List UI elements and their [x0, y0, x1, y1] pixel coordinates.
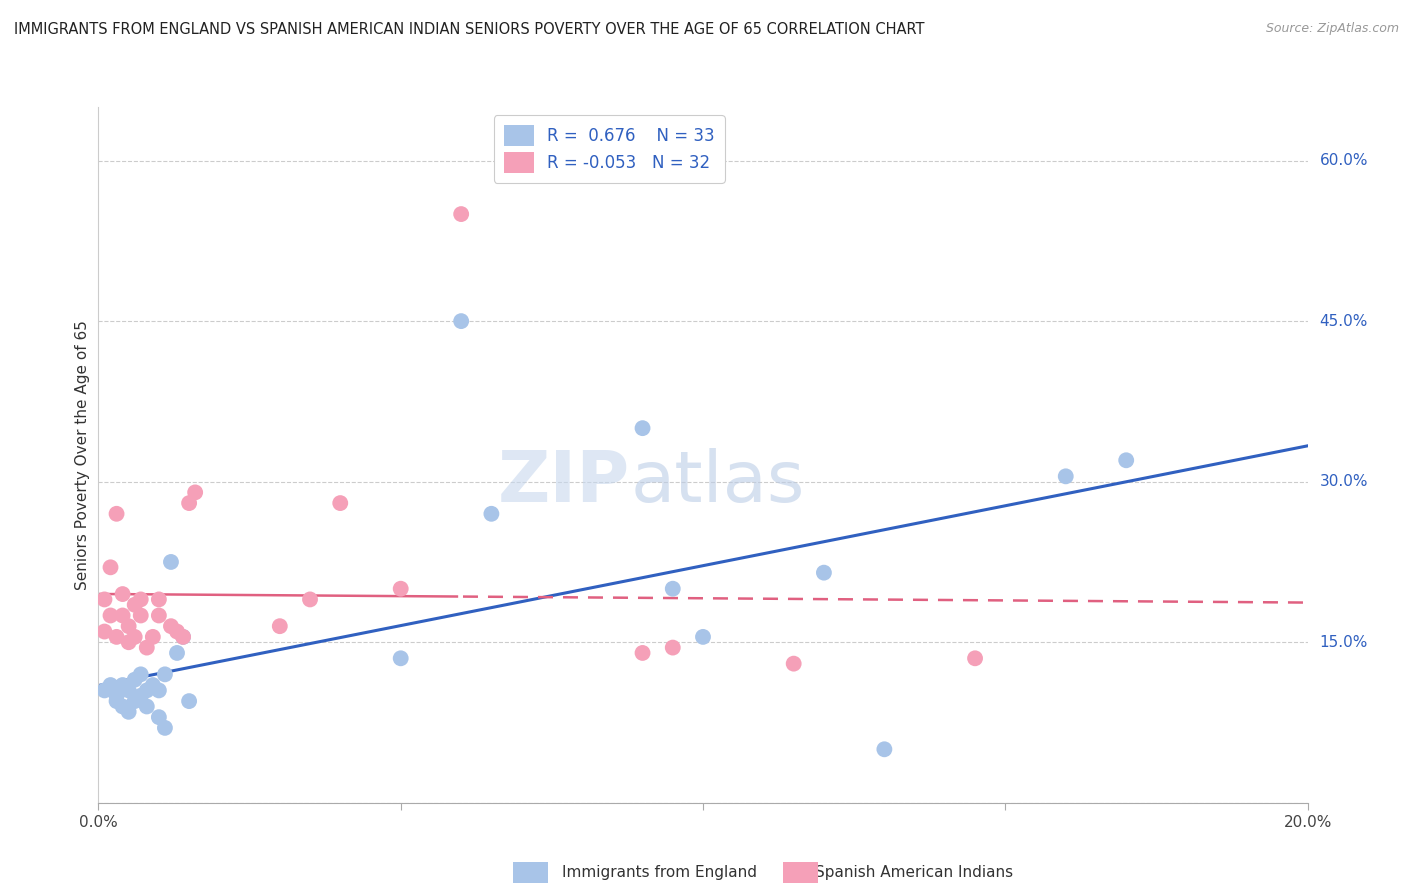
- Point: [177, 694, 201, 708]
- Point: [166, 624, 188, 639]
- Point: [135, 683, 157, 698]
- Point: [661, 582, 683, 596]
- Y-axis label: Seniors Poverty Over the Age of 65: Seniors Poverty Over the Age of 65: [75, 320, 90, 590]
- Point: [124, 694, 146, 708]
- Point: [100, 608, 122, 623]
- Point: [148, 608, 170, 623]
- Point: [1115, 453, 1137, 467]
- Point: [129, 608, 152, 623]
- Point: [129, 689, 152, 703]
- Point: [142, 630, 165, 644]
- Point: [105, 694, 128, 708]
- Point: [148, 683, 170, 698]
- Point: [135, 699, 157, 714]
- Point: [124, 630, 146, 644]
- Point: [111, 699, 134, 714]
- Point: [481, 507, 503, 521]
- Text: IMMIGRANTS FROM ENGLAND VS SPANISH AMERICAN INDIAN SENIORS POVERTY OVER THE AGE : IMMIGRANTS FROM ENGLAND VS SPANISH AMERI…: [14, 22, 925, 37]
- Point: [111, 587, 134, 601]
- Point: [93, 624, 115, 639]
- Text: Spanish American Indians: Spanish American Indians: [815, 865, 1014, 880]
- Point: [329, 496, 352, 510]
- Point: [160, 555, 183, 569]
- Point: [148, 710, 170, 724]
- Point: [111, 678, 134, 692]
- Point: [124, 598, 146, 612]
- Point: [172, 630, 194, 644]
- Point: [153, 721, 176, 735]
- Point: [105, 507, 128, 521]
- Point: [111, 608, 134, 623]
- Text: 30.0%: 30.0%: [1320, 475, 1368, 489]
- Point: [105, 630, 128, 644]
- Text: 60.0%: 60.0%: [1320, 153, 1368, 168]
- Point: [93, 592, 115, 607]
- Point: [873, 742, 896, 756]
- Text: Source: ZipAtlas.com: Source: ZipAtlas.com: [1265, 22, 1399, 36]
- Text: Immigrants from England: Immigrants from England: [562, 865, 758, 880]
- Point: [160, 619, 183, 633]
- Point: [813, 566, 835, 580]
- Point: [269, 619, 291, 633]
- Point: [299, 592, 322, 607]
- Point: [118, 619, 141, 633]
- Legend: R =  0.676    N = 33, R = -0.053   N = 32: R = 0.676 N = 33, R = -0.053 N = 32: [494, 115, 724, 183]
- Point: [1054, 469, 1077, 483]
- Point: [450, 207, 472, 221]
- Point: [142, 678, 165, 692]
- Point: [100, 560, 122, 574]
- Point: [450, 314, 472, 328]
- Point: [389, 582, 412, 596]
- Point: [124, 673, 146, 687]
- Point: [782, 657, 804, 671]
- Point: [172, 630, 194, 644]
- Point: [389, 651, 412, 665]
- Point: [129, 667, 152, 681]
- Point: [153, 667, 176, 681]
- Point: [118, 683, 141, 698]
- Point: [661, 640, 683, 655]
- Point: [148, 592, 170, 607]
- Text: 45.0%: 45.0%: [1320, 314, 1368, 328]
- Point: [965, 651, 987, 665]
- Point: [105, 689, 128, 703]
- Text: 15.0%: 15.0%: [1320, 635, 1368, 649]
- Point: [135, 640, 157, 655]
- Point: [100, 678, 122, 692]
- Point: [93, 683, 115, 698]
- Point: [184, 485, 207, 500]
- Point: [631, 646, 654, 660]
- Point: [118, 705, 141, 719]
- Point: [118, 635, 141, 649]
- Point: [631, 421, 654, 435]
- Point: [166, 646, 188, 660]
- Text: ZIP: ZIP: [498, 449, 630, 517]
- Point: [692, 630, 714, 644]
- Point: [177, 496, 201, 510]
- Point: [129, 592, 152, 607]
- Text: atlas: atlas: [630, 449, 804, 517]
